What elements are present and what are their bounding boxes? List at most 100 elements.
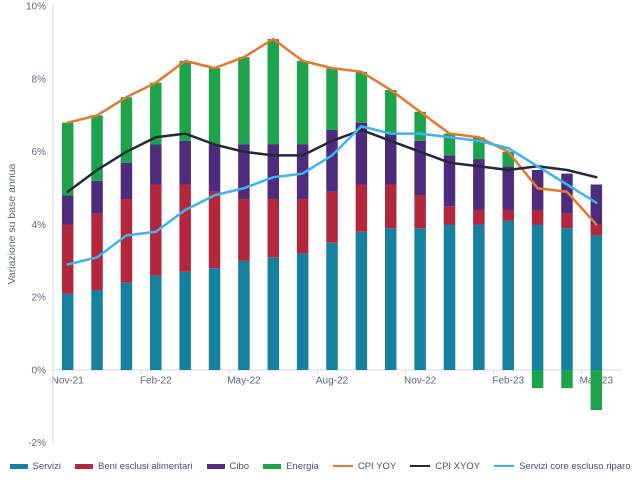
bar-segment-beni-esclusi-alimentari [502, 209, 514, 221]
x-tick-label: Nov-21 [52, 376, 85, 387]
line-servizi-core-escluso-riparo [66, 125, 598, 266]
bar-segment-energia [326, 68, 338, 130]
bar-segment-cibo [267, 144, 280, 200]
bar-segment-energia [179, 60, 191, 141]
bar-segment-cibo [61, 195, 74, 225]
bar-segment-servizi [208, 268, 221, 370]
bar-segment-beni-esclusi-alimentari [208, 191, 221, 269]
y-axis-labels: 10% 8% 6% 4% 2% 0% -2% [26, 2, 46, 449]
bar-segment-servizi [179, 271, 191, 370]
bar-segment-cibo [443, 155, 456, 207]
bar-segment-beni-esclusi-alimentari [385, 184, 397, 229]
bar-segment-cibo [179, 140, 191, 185]
bar-segment-servizi [385, 228, 397, 370]
line-cpi-xyoy [66, 128, 598, 194]
y-tick-label: 6% [32, 147, 47, 158]
bar-segment-beni-esclusi-alimentari [590, 224, 603, 236]
bar-segment-servizi [502, 220, 514, 370]
legend-swatch-beni-esclusi-alimentari [75, 463, 94, 469]
bar-segment-energia [473, 137, 485, 160]
bar-segment-beni-esclusi-alimentari [267, 199, 280, 258]
bar-segment-energia [443, 133, 456, 156]
bar-segment-servizi [267, 257, 280, 370]
bar-segment-energia [238, 57, 250, 145]
legend-label-beni-esclusi-alimentari: Beni esclusi alimentari [98, 460, 193, 472]
bar-segment-energia [61, 122, 74, 196]
y-tick-label: 8% [32, 74, 47, 85]
bar-segment-beni-esclusi-alimentari [561, 213, 573, 229]
legend-item-servizi-core-escluso-riparo: Servizi core escluso riparo [494, 461, 630, 472]
bar-segment-cibo [326, 129, 338, 192]
bar-segment-energia [296, 60, 309, 145]
bar-segment-energia [561, 370, 573, 389]
legend-item-cpi-yoy: CPI YOY [332, 460, 397, 472]
legend-swatch-cpi-yoy [332, 464, 353, 468]
legend-item-energia: Energia [263, 461, 319, 472]
bar-segment-energia [91, 115, 103, 181]
bar-segment-servizi [590, 235, 603, 370]
y-tick-label: 4% [32, 220, 47, 231]
bar-segment-beni-esclusi-alimentari [531, 209, 544, 225]
bar-segment-servizi [473, 224, 485, 370]
bar-segment-energia [120, 97, 133, 163]
bar-segment-beni-esclusi-alimentari [61, 224, 74, 294]
bar-segment-beni-esclusi-alimentari [414, 195, 426, 229]
bar-segment-cibo [150, 144, 162, 185]
x-tick-label: Feb-23 [492, 376, 524, 387]
bar-segment-cibo [473, 159, 485, 210]
y-tick-label: 10% [26, 2, 46, 13]
bar-segment-cibo [91, 180, 103, 214]
bar-segment-cibo [414, 140, 426, 196]
legend-label-servizi-core-escluso-riparo: Servizi core escluso riparo [519, 460, 631, 472]
legend-swatch-energia [263, 463, 282, 469]
bar-segment-energia [385, 89, 397, 134]
x-tick-label: Feb-22 [140, 376, 172, 387]
y-tick-label: 0% [32, 365, 47, 376]
bar-segment-beni-esclusi-alimentari [120, 199, 133, 283]
y-axis-title: Variazione su base annua [6, 164, 18, 285]
legend-item-cpi-xyoy: CPI XYOY [410, 461, 480, 472]
bar-segment-beni-esclusi-alimentari [473, 209, 485, 225]
x-tick-label: Nov-22 [404, 376, 437, 387]
bar-segment-servizi [296, 253, 309, 370]
bar-segment-servizi [150, 275, 162, 370]
y-tick-label: -2% [28, 438, 46, 449]
bar-segment-beni-esclusi-alimentari [355, 184, 368, 232]
legend-item-beni-esclusi-alimentari: Beni esclusi alimentari [75, 461, 193, 472]
bar-segment-servizi [414, 228, 426, 370]
bar-segment-beni-esclusi-alimentari [296, 199, 309, 254]
overlay-lines [66, 37, 598, 266]
bar-segment-cibo [296, 144, 309, 200]
bar-segment-energia [531, 370, 544, 389]
bar-segment-cibo [355, 122, 368, 185]
bar-segment-energia [502, 151, 514, 167]
line-cpi-yoy [66, 37, 598, 226]
legend-label-energia: Energia [286, 460, 319, 472]
chart-legend: Servizi Beni esclusi alimentari Cibo Energi… [0, 456, 640, 476]
legend-swatch-servizi-core-escluso-riparo [494, 464, 515, 468]
x-tick-label: May-22 [227, 376, 261, 387]
bar-segment-cibo [385, 133, 397, 185]
bar-segment-servizi [91, 289, 103, 370]
bar-segment-beni-esclusi-alimentari [150, 184, 162, 276]
bar-segment-energia [208, 68, 221, 145]
bar-segment-servizi [120, 282, 133, 370]
bar-segment-servizi [355, 231, 368, 370]
legend-label-servizi: Servizi [32, 460, 62, 472]
bar-segment-cibo [120, 162, 133, 200]
legend-label-cibo: Cibo [229, 460, 250, 472]
bar-segment-cibo [208, 144, 221, 192]
bar-segment-cibo [238, 144, 250, 200]
bar-segment-cibo [502, 166, 514, 210]
bar-segment-cibo [590, 184, 603, 225]
legend-swatch-cibo [206, 463, 225, 469]
bar-segment-servizi [326, 242, 338, 370]
legend-label-cpi-xyoy: CPI XYOY [435, 460, 481, 472]
legend-label-cpi-yoy: CPI YOY [357, 460, 397, 472]
bar-segment-servizi [561, 228, 573, 370]
bar-segment-energia [150, 82, 162, 145]
bar-segment-energia [267, 39, 280, 145]
bar-segment-energia [414, 111, 426, 141]
